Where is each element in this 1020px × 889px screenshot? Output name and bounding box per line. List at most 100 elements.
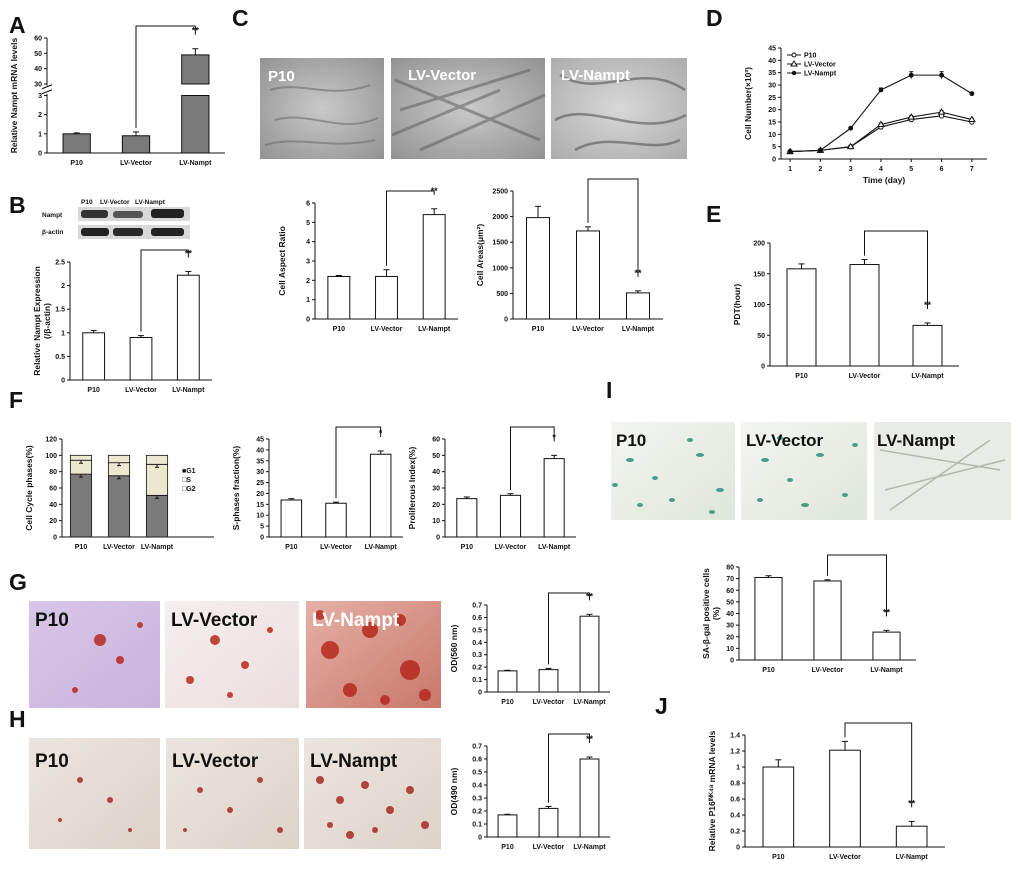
bar-LV-Vector — [121, 135, 151, 154]
y-tick-label: 0 — [761, 364, 765, 371]
y-tick-label: 0.5 — [55, 354, 65, 361]
significance-label: ** — [185, 248, 193, 258]
significance-bracket — [827, 554, 887, 617]
bar-LV-Vector — [829, 749, 861, 848]
stack-G1-P10 — [69, 473, 93, 538]
y-tick-label: 0.6 — [472, 757, 482, 764]
y-tick-label: 5 — [260, 524, 264, 531]
y-tick-label: 0.6 — [472, 615, 482, 622]
legend-marker — [791, 70, 797, 76]
axis-break-gap — [43, 85, 51, 94]
y-axis-label: SA-β-gal positive cells — [701, 568, 711, 659]
y-axis-label: Relative P16ᴵᴺᴷ⁴ᵃ mRNA levels — [707, 730, 717, 851]
photo-label-i-p10: P10 — [616, 431, 646, 450]
y-tick-label: 6 — [306, 201, 310, 208]
x-tick-label: 5 — [909, 166, 913, 173]
y-tick-label: 30 — [256, 469, 264, 476]
chart-h: 0 0.1 0.2 0.3 0.4 0.5 0.6 0.7 P10 LV-Vector LV-Nam… — [449, 733, 610, 851]
y-tick-label: 40 — [768, 58, 776, 65]
significance-label: ** — [634, 268, 642, 278]
y-tick-label: 1.5 — [55, 307, 65, 314]
y-tick-label: 0.2 — [472, 665, 482, 672]
significance-bracket — [510, 426, 555, 490]
x-tick-label: 4 — [879, 166, 883, 173]
significance-label: ** — [586, 591, 594, 601]
y-tick-label: 1 — [38, 131, 42, 138]
y-tick-label: 60 — [49, 486, 57, 493]
chart-i: 0 10 20 30 40 50 60 70 80 P10 LV-Vector LV-Nampt ** S… — [701, 554, 916, 674]
x-tick-label: LV-Nampt — [911, 373, 944, 380]
significance-label: * — [552, 432, 556, 442]
photo-panel-h: P10 LV-Vector LV-Nampt — [29, 738, 441, 849]
legend-label: ■G1 — [182, 468, 196, 475]
x-tick-label: LV-Nampt — [418, 326, 451, 333]
y-tick-label: 40 — [256, 447, 264, 454]
y-tick-label: 10 — [432, 518, 440, 525]
y-tick-label: 10 — [768, 132, 776, 139]
stack-G1-LV-Vector — [107, 475, 131, 538]
point-LV-Nampt — [908, 72, 914, 78]
y-axis-label: Cell Areas(μm²) — [475, 224, 485, 287]
western-blot: P10 LV-Vector LV-Nampt Nampt β-actin — [42, 199, 190, 239]
y-tick-label: 0 — [478, 690, 482, 697]
bar-P10 — [754, 576, 783, 661]
photo-label-h-lvvector: LV-Vector — [172, 751, 259, 772]
significance-bracket — [864, 230, 928, 309]
y-axis-label: Cell Cycle phases(%) — [24, 445, 34, 531]
bar-LV-Vector — [538, 807, 559, 838]
y-tick-label: 20 — [768, 107, 776, 114]
stack-S-LV-Nampt — [145, 463, 169, 496]
y-tick-label: 1 — [61, 330, 65, 337]
panel-letters: A B C D E F I G H J — [9, 5, 723, 732]
panel-letter-d: D — [706, 5, 723, 31]
y-tick-label: 20 — [256, 491, 264, 498]
y-tick-label: 0 — [730, 658, 734, 665]
chart-f3: 0 10 20 30 40 50 60 P10 LV-Vector LV-Nampt * Prolif… — [407, 426, 576, 551]
significance-label: ** — [192, 26, 200, 36]
y-tick-label: 45 — [256, 437, 264, 444]
y-tick-label: 0 — [436, 535, 440, 542]
legend-label: LV-Nampt — [804, 71, 837, 78]
bar-P10 — [497, 670, 518, 693]
y-tick-label: 2 — [306, 278, 310, 285]
chart-j: 0 0.2 0.4 0.6 0.8 1 1.2 1.4 P10 LV-Vector LV-Nampt… — [707, 722, 945, 861]
y-tick-label: 500 — [496, 291, 508, 298]
y-tick-label: 50 — [34, 51, 42, 58]
bar-LV-Nampt — [579, 758, 600, 838]
y-tick-label: 45 — [768, 46, 776, 53]
bar-P10 — [456, 498, 478, 538]
y-axis-label: Cell Aspect Ratio — [277, 226, 287, 296]
panel-letter-b: B — [9, 192, 26, 218]
y-tick-label: 5 — [772, 144, 776, 151]
panel-letter-g: G — [9, 569, 27, 595]
bar-P10 — [62, 133, 91, 154]
y-tick-label: 2000 — [492, 214, 508, 221]
y-tick-label: 0 — [53, 535, 57, 542]
y-tick-label: 0 — [478, 835, 482, 842]
legend-marker — [790, 60, 798, 67]
blot-row-actin: β-actin — [42, 229, 63, 236]
x-tick-label: P10 — [75, 544, 88, 551]
significance-bracket — [335, 426, 382, 499]
photo-panel-i: P10 LV-Vector LV-Nampt — [611, 422, 1011, 520]
y-tick-label: 150 — [753, 271, 765, 278]
y-tick-label: 0.1 — [472, 822, 482, 829]
panel-letter-f: F — [9, 387, 23, 413]
y-tick-label: 35 — [768, 70, 776, 77]
y-tick-label: 80 — [726, 565, 734, 572]
significance-bracket — [140, 249, 189, 332]
point-LV-Vector — [907, 113, 916, 120]
blot-col-lvnampt: LV-Nampt — [135, 199, 166, 206]
chart-f2: 0 5 10 15 20 25 30 35 40 45 P10 LV-Vector LV-Nampt * S… — [231, 426, 403, 551]
significance-bracket — [548, 592, 590, 665]
x-tick-label: LV-Vector — [812, 667, 844, 674]
photo-label-g-lvvector: LV-Vector — [171, 610, 258, 631]
x-tick-label: LV-Vector — [849, 373, 881, 380]
x-tick-label: P10 — [532, 326, 545, 333]
x-tick-label: P10 — [795, 373, 808, 380]
panel-letter-i: I — [606, 377, 612, 403]
bar-LV-Vector — [538, 669, 559, 693]
